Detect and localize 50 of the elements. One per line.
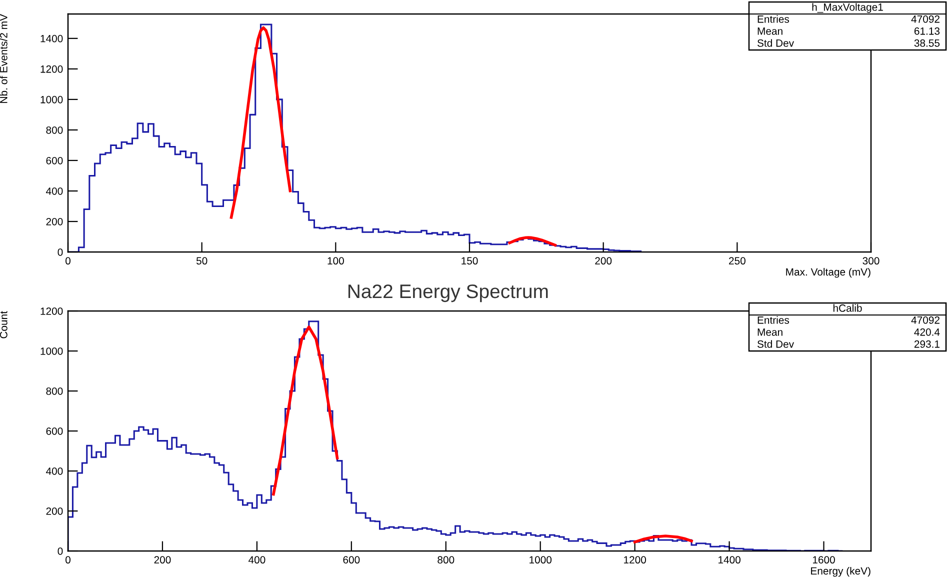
y-tick-label: 1200 (40, 65, 63, 73)
y-axis-title: Nb. of Events/2 mV (0, 14, 8, 103)
x-tick-label: 0 (66, 556, 70, 564)
text: h_MaxVoltage1 (812, 3, 883, 13)
x-tick-label: 400 (248, 556, 266, 564)
x-tick-label: 1200 (624, 556, 646, 564)
y-tick-label: 800 (46, 388, 63, 395)
annotation: hCalib (833, 304, 862, 312)
text: 61.13 (914, 27, 940, 35)
text: 293.1 (914, 340, 940, 348)
y-tick-label: 1400 (40, 34, 63, 42)
x-tick-label: 200 (595, 257, 612, 265)
text: 38.55 (914, 39, 940, 47)
y-tick-label: 1000 (40, 348, 63, 355)
y-tick-label: 1200 (40, 308, 63, 315)
y-tick-label: 1000 (40, 96, 63, 104)
y-tick-label: 0 (58, 548, 63, 555)
x-tick-label: 100 (328, 257, 344, 265)
annotation: Entries (758, 15, 790, 23)
x-tick-label: 150 (462, 257, 478, 265)
x-tick-label: 800 (438, 556, 454, 564)
y-tick-label: 400 (46, 187, 63, 195)
annotation: Std Dev (757, 340, 794, 348)
annotation: Std Dev (757, 39, 794, 47)
chart-title: Na22 Energy Spectrum (348, 284, 548, 302)
y-tick-label: 600 (46, 156, 63, 164)
y-tick-label: 600 (46, 428, 63, 435)
x-tick-label: 600 (343, 556, 360, 564)
x-tick-label: 0 (66, 257, 70, 265)
y-tick-label: 800 (46, 126, 63, 134)
y-axis-title: Count (0, 311, 8, 338)
y-tick-label: 400 (46, 468, 63, 475)
x-tick-label: 250 (729, 257, 746, 265)
x-tick-label: 300 (862, 257, 880, 265)
y-tick-label: 0 (58, 248, 63, 256)
text: 420.4 (914, 328, 940, 336)
annotation: Mean (758, 328, 782, 336)
annotation: Entries (758, 316, 790, 324)
text: 47092 (911, 15, 940, 23)
annotation: Mean (758, 28, 782, 35)
x-axis-title: Energy (keV) (811, 566, 870, 577)
x-tick-label: 200 (154, 556, 171, 564)
x-tick-label: 1600 (812, 556, 835, 564)
text: 47092 (911, 316, 940, 324)
x-tick-label: 1400 (718, 556, 740, 564)
x-axis-title: Max. Voltage (mV) (786, 268, 870, 278)
x-tick-label: 50 (196, 257, 208, 265)
x-tick-label: 1000 (530, 556, 552, 564)
y-tick-label: 200 (46, 508, 63, 515)
y-tick-label: 200 (46, 218, 63, 226)
